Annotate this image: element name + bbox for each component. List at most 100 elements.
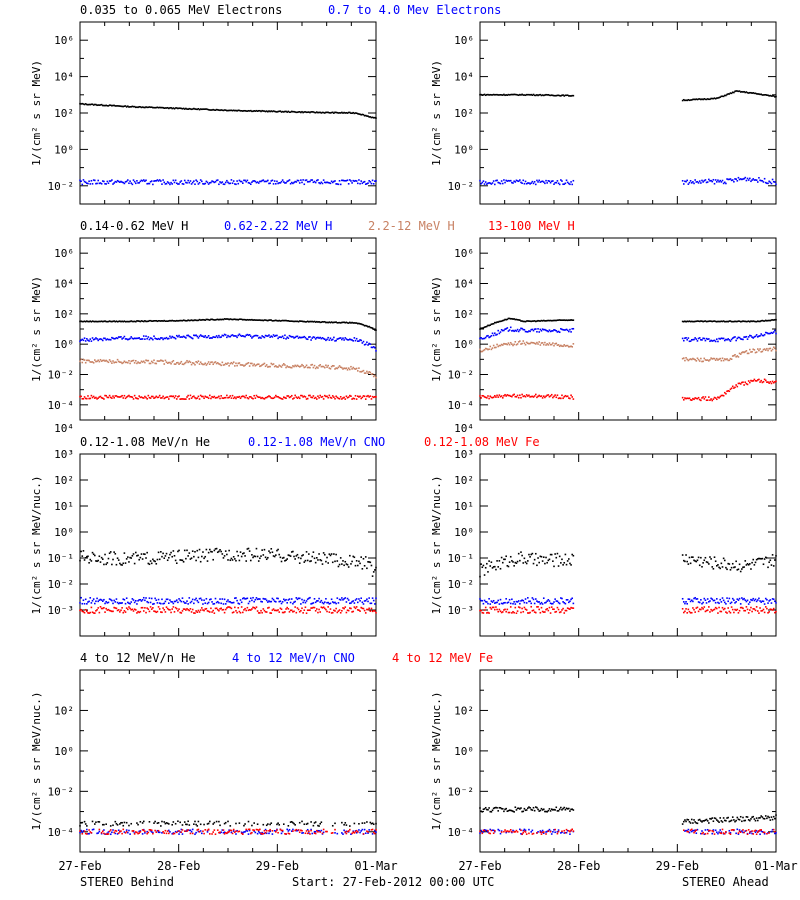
data-point	[109, 598, 112, 601]
data-point	[288, 179, 291, 181]
data-point	[687, 608, 690, 611]
data-point	[228, 830, 230, 833]
data-point	[144, 180, 146, 183]
data-point	[255, 181, 258, 184]
data-point	[243, 395, 245, 398]
data-point	[221, 318, 224, 321]
data-point	[142, 610, 145, 612]
data-point	[682, 339, 685, 342]
data-point	[270, 548, 273, 550]
data-point	[723, 819, 726, 822]
data-point	[308, 830, 310, 833]
data-point	[297, 337, 300, 339]
data-point	[120, 361, 122, 364]
data-point	[682, 820, 685, 823]
data-point	[206, 396, 209, 399]
data-point	[483, 829, 486, 831]
data-point	[718, 358, 720, 361]
data-point	[208, 319, 211, 321]
data-point	[305, 830, 308, 832]
data-point	[207, 397, 210, 400]
data-point	[124, 361, 127, 364]
data-point	[353, 397, 356, 400]
data-point	[572, 398, 575, 400]
data-point	[293, 337, 295, 339]
data-point	[513, 811, 515, 813]
data-point	[494, 332, 496, 335]
data-point	[223, 183, 226, 186]
data-point	[259, 396, 261, 399]
data-point	[199, 361, 202, 364]
data-point	[705, 181, 708, 184]
data-point	[490, 561, 493, 564]
data-point	[314, 367, 317, 370]
data-point	[525, 394, 528, 396]
data-point	[703, 398, 706, 400]
data-point	[173, 611, 176, 613]
data-point	[719, 395, 722, 398]
data-point	[272, 183, 275, 185]
data-point	[761, 94, 764, 96]
data-point	[111, 831, 113, 834]
data-point	[560, 597, 562, 599]
data-point	[496, 807, 498, 809]
data-point	[290, 598, 293, 600]
data-point	[486, 612, 488, 614]
data-point	[492, 807, 495, 810]
data-point	[743, 566, 745, 568]
data-point	[261, 549, 263, 551]
data-point	[152, 603, 154, 605]
data-point	[177, 107, 179, 110]
data-point	[276, 549, 278, 552]
data-point	[198, 181, 201, 184]
data-point	[728, 820, 731, 823]
data-point	[227, 334, 229, 337]
data-point	[288, 111, 291, 114]
data-point	[331, 181, 334, 184]
data-point	[82, 320, 85, 323]
data-point	[157, 606, 160, 608]
data-point	[335, 607, 337, 610]
data-point	[705, 609, 708, 612]
data-point	[529, 600, 531, 603]
data-point	[257, 363, 260, 366]
data-point	[109, 610, 112, 612]
data-point	[89, 103, 92, 106]
data-point	[84, 361, 87, 364]
data-point	[171, 107, 174, 110]
data-point	[177, 601, 179, 604]
data-point	[375, 350, 377, 352]
data-point	[305, 823, 308, 825]
data-point	[682, 611, 685, 614]
data-point	[190, 319, 193, 321]
data-point	[270, 335, 273, 337]
data-point	[277, 597, 279, 600]
data-point	[352, 831, 355, 833]
data-point	[276, 829, 278, 831]
data-point	[216, 551, 219, 554]
data-point	[563, 183, 566, 185]
data-point	[771, 554, 774, 556]
data-point	[108, 552, 111, 555]
data-point	[764, 815, 767, 817]
data-point	[182, 335, 185, 338]
data-point	[92, 612, 95, 614]
data-point	[558, 808, 561, 811]
data-point	[481, 566, 484, 569]
data-point	[213, 395, 216, 398]
data-point	[83, 320, 86, 323]
data-point	[489, 603, 492, 605]
data-point	[354, 599, 357, 601]
data-point	[84, 557, 87, 559]
data-point	[113, 551, 115, 553]
data-point	[763, 94, 766, 96]
data-point	[746, 383, 749, 386]
data-point	[175, 398, 178, 400]
data-point	[499, 610, 502, 613]
data-point	[749, 563, 751, 565]
data-point	[302, 601, 304, 604]
data-point	[520, 611, 522, 614]
data-point	[366, 182, 368, 185]
data-point	[333, 365, 335, 367]
data-point	[179, 181, 181, 183]
